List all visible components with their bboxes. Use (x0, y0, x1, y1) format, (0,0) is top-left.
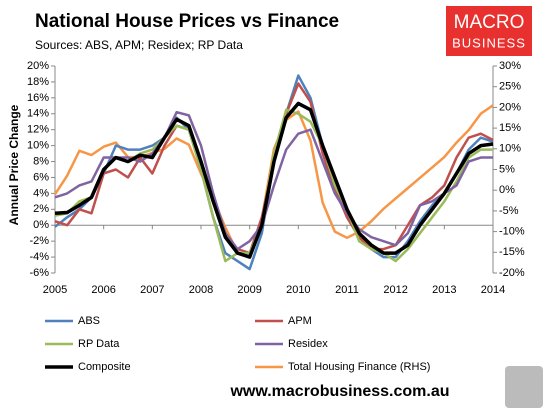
legend-label: Residex (288, 338, 328, 350)
series-line (53, 104, 494, 258)
series-line (54, 101, 494, 259)
x-tick-label: 2011 (335, 284, 359, 296)
x-tick-label: 2005 (43, 284, 67, 296)
y-tick-label: 16% (27, 92, 49, 104)
chart-title: National House Prices vs Finance (35, 11, 339, 32)
y-tick-label: 8% (33, 155, 49, 167)
y2-tick-label: 15% (499, 122, 521, 134)
y-tick-label: -6% (29, 267, 49, 279)
x-tick-label: 2014 (481, 284, 505, 296)
y-tick-label: -4% (29, 251, 49, 263)
y-tick-label: 0% (33, 219, 49, 231)
x-tick-label: 2009 (237, 284, 261, 296)
legend-label: RP Data (78, 338, 120, 350)
footer: www.macrobusiness.com.au (229, 383, 449, 400)
x-tick-label: 2008 (189, 284, 213, 296)
y2-tick-label: 25% (499, 81, 521, 93)
legend-label: Composite (78, 361, 131, 373)
y-axis-label: Annual Price Change (7, 104, 21, 225)
legend-label: APM (288, 315, 312, 327)
y-tick-label: 12% (27, 124, 49, 136)
y2-tick-label: -20% (499, 267, 525, 279)
legend-label: Total Housing Finance (RHS) (288, 361, 430, 373)
logo-box (446, 6, 532, 56)
y-tick-label: -2% (29, 235, 49, 247)
y2-tick-label: 30% (499, 60, 521, 72)
logo-line1: MACRO (454, 12, 525, 33)
wolf-image (505, 366, 543, 408)
y2-tick-label: -10% (499, 226, 525, 238)
y-tick-label: 6% (33, 171, 49, 183)
y2-tick-label: 5% (499, 163, 515, 175)
x-tick-label: 2012 (383, 284, 407, 296)
x-tick-label: 2013 (432, 284, 456, 296)
series-line (54, 110, 493, 251)
y-tick-label: 4% (33, 187, 49, 199)
y-tick-label: 14% (27, 108, 49, 120)
x-tick-label: 2010 (286, 284, 310, 296)
y2-tick-label: 10% (499, 143, 521, 155)
y2-tick-label: 20% (499, 101, 521, 113)
legend-label: ABS (78, 315, 100, 327)
y2-tick-label: -5% (499, 205, 519, 217)
x-tick-label: 2007 (140, 284, 164, 296)
chart-subtitle: Sources: ABS, APM; Residex; RP Data (35, 38, 243, 52)
y-tick-label: 2% (33, 203, 49, 215)
y-tick-label: 20% (27, 60, 49, 72)
y-tick-label: 10% (27, 140, 49, 152)
logo-line2: BUSINESS (452, 35, 526, 50)
x-tick-label: 2006 (91, 284, 115, 296)
y2-tick-label: 0% (499, 184, 515, 196)
y-tick-label: 18% (27, 76, 49, 88)
y2-tick-label: -15% (499, 246, 525, 258)
